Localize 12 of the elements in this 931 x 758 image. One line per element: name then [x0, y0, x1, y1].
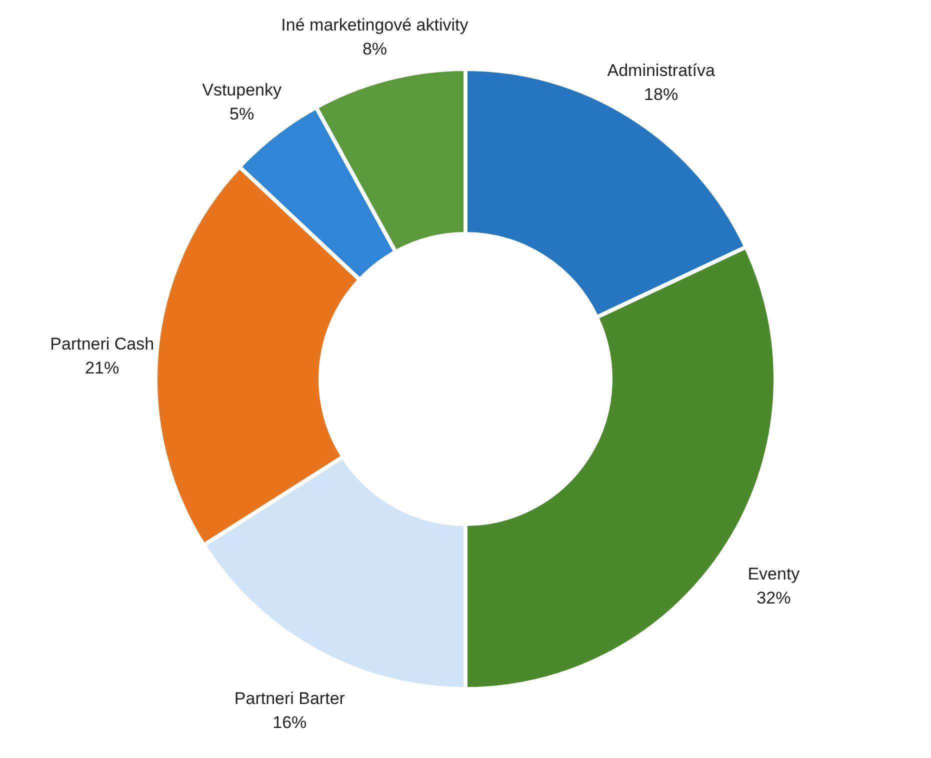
- slice-label: Administratíva: [607, 60, 716, 80]
- slice-label: Partneri Barter: [234, 688, 346, 708]
- slice-label: Iné marketingové aktivity: [281, 15, 469, 34]
- data-label: 18%: [644, 84, 678, 104]
- data-label: 21%: [85, 358, 120, 378]
- data-label: 16%: [272, 712, 307, 732]
- data-label: 32%: [756, 588, 791, 608]
- data-label: 8%: [362, 39, 388, 58]
- data-label: 5%: [230, 104, 254, 124]
- slice-label: Partneri Cash: [50, 334, 154, 354]
- slice-label: Vstupenky: [202, 80, 282, 100]
- slice-label: Eventy: [748, 564, 800, 584]
